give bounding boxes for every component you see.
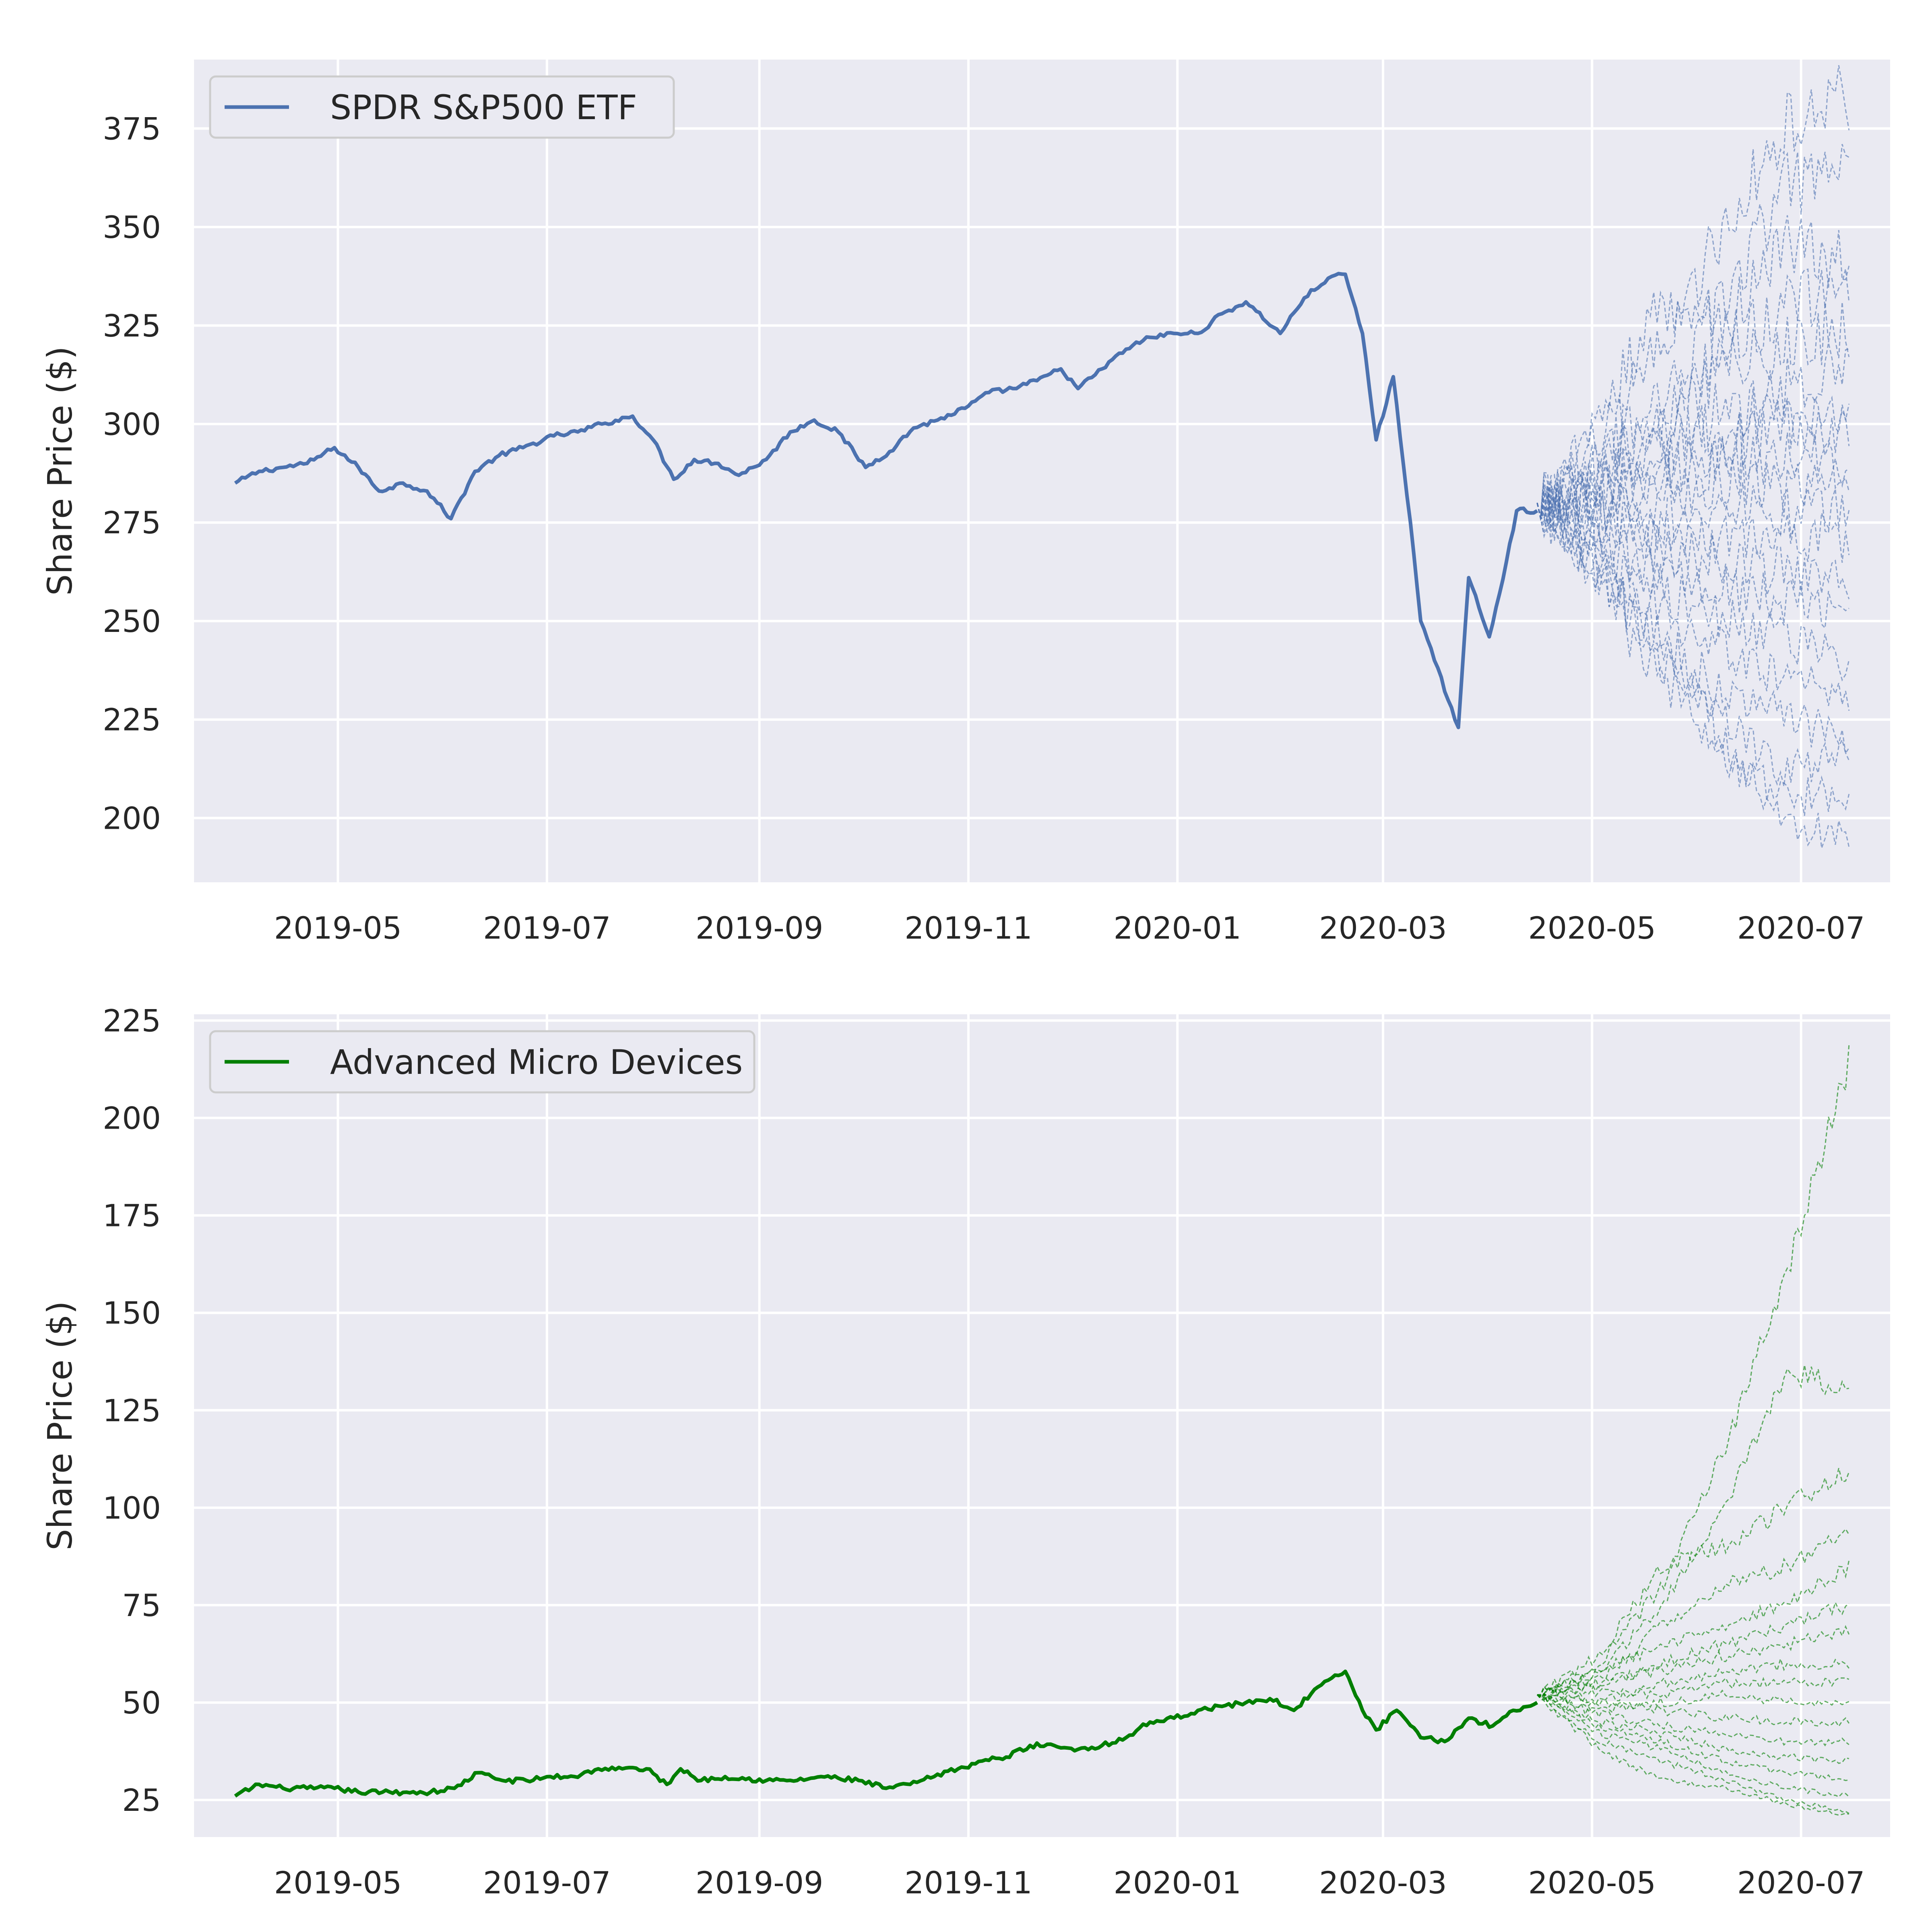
simulation-path <box>1536 144 1849 524</box>
simulation-path <box>1537 1601 1849 1697</box>
x-tick-label: 2020-07 <box>1737 910 1865 946</box>
y-tick-label: 350 <box>103 209 161 245</box>
simulation-path <box>1537 1693 1849 1781</box>
x-tick-label: 2020-07 <box>1737 1865 1865 1901</box>
simulation-path <box>1536 493 1850 761</box>
series-line <box>234 1670 1538 1798</box>
simulation-path <box>1537 1560 1850 1696</box>
simulation-path <box>1536 342 1849 525</box>
y-tick-label: 200 <box>103 800 161 836</box>
simulation-path <box>1537 1528 1850 1697</box>
legend-label: SPDR S&P500 ETF <box>330 88 637 127</box>
series-main <box>234 1670 1538 1798</box>
simulation-path <box>1537 1677 1849 1700</box>
x-tick-label: 2020-01 <box>1113 1865 1241 1901</box>
y-tick-label: 375 <box>103 111 161 147</box>
chart-amd: 2019-05 2019-07 2019-09 2019-11 2020-01 2020-… <box>40 1003 1890 1901</box>
y-tick-label: 225 <box>103 1003 161 1038</box>
x-tick-label: 2020-05 <box>1528 910 1656 946</box>
x-tick-label: 2019-05 <box>274 1865 402 1901</box>
x-tick-label: 2019-07 <box>483 910 611 946</box>
legend-label: Advanced Micro Devices <box>330 1042 743 1082</box>
y-tick-label: 150 <box>103 1295 161 1331</box>
simulation-path <box>1536 1694 1849 1816</box>
y-tick-label: 325 <box>103 308 161 344</box>
x-tick-label: 2019-05 <box>274 910 402 946</box>
y-tick-label: 25 <box>122 1782 161 1818</box>
simulation-path <box>1537 1044 1850 1696</box>
x-tick-label: 2019-11 <box>904 1865 1032 1901</box>
x-tick-label: 2019-11 <box>904 910 1032 946</box>
simulation-path <box>1537 1689 1849 1714</box>
simulation-path <box>1536 383 1850 527</box>
simulation-path <box>1536 432 1850 527</box>
series-simulations <box>1536 1044 1850 1816</box>
legend-box <box>209 1030 755 1094</box>
grid <box>194 1014 1890 1837</box>
simulation-path <box>1537 1657 1849 1707</box>
legend: SPDR S&P500 ETF <box>209 75 675 139</box>
x-tick-label: 2020-03 <box>1319 1865 1447 1901</box>
x-tick-label: 2019-09 <box>696 1865 824 1901</box>
y-tick-label: 75 <box>122 1587 161 1623</box>
simulation-path <box>1537 1468 1850 1696</box>
simulation-path <box>1536 302 1850 519</box>
y-axis-label: Share Price ($) <box>40 346 80 596</box>
y-tick-label: 100 <box>103 1490 161 1526</box>
grid <box>194 60 1890 882</box>
y-axis-label: Share Price ($) <box>40 1301 80 1550</box>
series-main <box>234 272 1538 729</box>
x-tick-label: 2020-01 <box>1113 910 1241 946</box>
legend: Advanced Micro Devices <box>209 1030 755 1094</box>
legend-box <box>209 75 675 139</box>
simulation-path <box>1536 396 1850 533</box>
simulation-path <box>1536 498 1850 848</box>
simulation-path <box>1537 1693 1850 1728</box>
y-tick-label: 200 <box>103 1100 161 1136</box>
simulation-path <box>1537 1694 1849 1814</box>
x-tick-label: 2019-07 <box>483 1865 611 1901</box>
simulation-path <box>1536 458 1849 536</box>
simulation-path <box>1536 502 1850 786</box>
simulation-path <box>1536 485 1850 711</box>
y-tick-label: 300 <box>103 407 161 442</box>
simulation-path <box>1536 215 1850 516</box>
x-tick-label: 2019-09 <box>696 910 824 946</box>
simulation-path <box>1536 479 1850 546</box>
simulation-path <box>1536 496 1850 816</box>
x-tick-label: 2020-03 <box>1319 910 1447 946</box>
y-tick-label: 50 <box>122 1685 161 1721</box>
simulation-path <box>1536 482 1850 564</box>
simulation-path <box>1537 1625 1850 1699</box>
y-tick-label: 275 <box>103 505 161 541</box>
simulation-path <box>1537 1693 1849 1747</box>
series-line <box>234 272 1538 729</box>
x-tick-label: 2020-05 <box>1528 1865 1656 1901</box>
series-simulations <box>1536 65 1850 848</box>
y-tick-label: 225 <box>103 702 161 738</box>
simulation-path <box>1537 1694 1849 1798</box>
simulation-path <box>1537 1694 1849 1764</box>
simulation-path <box>1536 65 1850 518</box>
plot-area <box>194 1014 1890 1837</box>
y-tick-label: 125 <box>103 1393 161 1428</box>
chart-spdr: 2019-05 2019-07 2019-09 2019-11 2020-01 2020-… <box>40 60 1890 946</box>
y-tick-label: 250 <box>103 603 161 639</box>
simulation-path <box>1536 502 1850 682</box>
y-tick-label: 175 <box>103 1198 161 1234</box>
